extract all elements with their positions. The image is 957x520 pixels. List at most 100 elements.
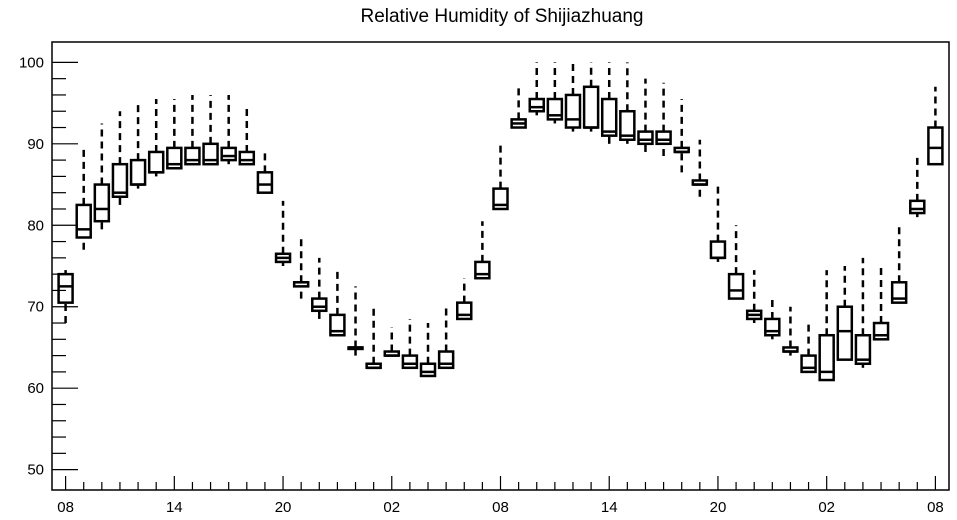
box-mark — [184, 94, 201, 166]
box-iqr — [311, 297, 328, 313]
box-iqr — [927, 126, 944, 166]
x-tick-label: 20 — [710, 499, 727, 516]
box-iqr — [401, 354, 419, 370]
x-tick-label: 14 — [601, 499, 618, 516]
box-mark — [818, 270, 835, 382]
box-iqr — [528, 97, 545, 113]
y-tick-label: 80 — [27, 217, 44, 234]
x-tick-label: 14 — [166, 499, 183, 516]
box-mark — [691, 139, 709, 197]
box-mark — [166, 99, 183, 170]
y-tick-label: 90 — [27, 136, 44, 153]
box-mark — [582, 62, 600, 132]
x-tick-label: 08 — [492, 499, 509, 516]
box-iqr — [456, 301, 473, 321]
box-mark — [782, 306, 799, 356]
x-axis: 08 14 20 02 08 14 20 02 08 — [57, 476, 944, 516]
box-mark — [202, 94, 219, 166]
box-mark — [419, 323, 437, 378]
box-mark — [75, 147, 92, 250]
box-iqr — [111, 162, 129, 199]
box-iqr — [492, 187, 509, 211]
box-iqr — [909, 199, 926, 215]
box-iqr — [184, 146, 201, 166]
chart-title: Relative Humidity of Shijiazhuang — [360, 6, 643, 27]
y-tick-label: 70 — [27, 299, 44, 316]
box-iqr — [800, 354, 817, 374]
box-mark — [546, 62, 564, 124]
box-iqr — [256, 171, 274, 194]
y-tick-label: 60 — [27, 380, 44, 397]
box-iqr — [619, 109, 636, 141]
box-iqr — [854, 333, 872, 365]
box-mark — [57, 270, 74, 324]
box-mark — [890, 225, 908, 304]
box-iqr — [836, 305, 854, 361]
box-mark — [401, 318, 419, 370]
box-iqr — [564, 93, 582, 129]
box-iqr — [75, 203, 92, 239]
box-mark — [745, 270, 763, 324]
box-mark — [727, 225, 745, 300]
box-iqr — [818, 333, 835, 382]
box-mark — [854, 257, 872, 368]
box-mark — [311, 257, 328, 319]
box-iqr — [600, 97, 618, 137]
box-mark — [437, 306, 455, 370]
box-mark — [564, 62, 582, 132]
box-iqr — [890, 281, 908, 304]
box-mark — [619, 62, 636, 144]
box-mark — [256, 151, 274, 194]
x-tick-label: 08 — [927, 499, 944, 516]
y-tick-label: 50 — [27, 462, 44, 479]
box-iqr — [474, 260, 491, 280]
box-mark — [365, 306, 382, 370]
box-mark — [274, 200, 292, 266]
box-mark — [528, 62, 545, 116]
box-mark — [655, 82, 672, 157]
box-mark — [147, 99, 165, 177]
box-iqr — [582, 85, 600, 129]
box-mark — [456, 278, 473, 321]
box-iqr — [727, 272, 745, 300]
box-mark — [111, 111, 129, 205]
box-mark — [709, 184, 727, 262]
box-iqr — [220, 146, 237, 162]
box-iqr — [709, 240, 727, 260]
box-mark — [347, 286, 364, 356]
box-mark — [510, 86, 527, 129]
box-mark — [600, 62, 618, 144]
box-mark — [927, 86, 944, 166]
box-iqr — [202, 142, 219, 166]
x-tick-label: 08 — [57, 499, 74, 516]
box-iqr — [129, 158, 147, 186]
box-iqr — [872, 321, 890, 341]
box-mark — [492, 143, 509, 211]
box-mark — [836, 266, 854, 361]
box-mark — [292, 237, 310, 299]
box-iqr — [57, 272, 74, 304]
box-mark — [129, 103, 147, 189]
box-iqr — [329, 313, 346, 337]
plot-frame — [51, 41, 950, 491]
box-iqr — [93, 183, 111, 223]
x-tick-label: 02 — [383, 499, 400, 516]
box-iqr — [419, 362, 437, 378]
box-mark — [93, 123, 111, 230]
box-iqr — [238, 150, 256, 166]
box-mark — [909, 156, 926, 218]
box-iqr — [437, 350, 455, 370]
box-mark — [474, 221, 491, 280]
x-tick-label: 20 — [275, 499, 292, 516]
x-tick-label: 02 — [818, 499, 835, 516]
box-mark — [238, 107, 256, 166]
box-iqr — [655, 130, 672, 146]
box-mark — [329, 270, 346, 337]
box-iqr — [546, 97, 564, 121]
box-series — [57, 62, 944, 382]
box-mark — [673, 99, 690, 173]
box-mark — [220, 94, 237, 165]
y-tick-label: 100 — [19, 54, 44, 71]
box-mark — [764, 298, 781, 340]
